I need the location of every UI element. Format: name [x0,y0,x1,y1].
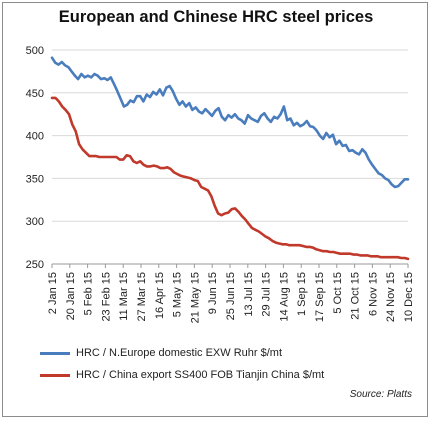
x-tick-label: 6 Nov 15 [367,272,379,316]
y-tick-label: 250 [26,259,44,271]
x-tick-label: 21 Oct 15 [350,272,362,320]
x-tick-label: 2 Jan 15 [47,272,59,314]
x-tick-label: 27 Mar 15 [136,272,148,322]
x-tick-label: 29 Jul 15 [261,272,273,317]
y-tick-label: 350 [26,173,44,185]
series-line-china [50,96,410,261]
x-tick-label: 24 Nov 15 [385,272,397,322]
chart-title: European and Chinese HRC steel prices [58,8,374,26]
y-tick-label: 300 [26,216,44,228]
legend-swatch-china [40,373,70,377]
legend-swatch-europe [40,351,70,355]
x-tick-label: 5 Oct 15 [332,272,344,314]
legend-item-europe: HRC / N.Europe domestic EXW Ruhr $/mt [40,342,324,364]
y-tick-label: 450 [26,88,44,100]
x-tick-label: 9 Jun 15 [207,272,219,314]
x-tick-label: 5 Feb 15 [83,272,95,315]
x-tick-label: 10 Dec 15 [403,272,415,322]
x-tick-label: 11 Mar 15 [118,272,130,321]
x-tick-label: 14 Aug 15 [278,272,290,322]
legend-label-europe: HRC / N.Europe domestic EXW Ruhr $/mt [76,347,283,359]
x-tick-label: 16 Apr 15 [154,272,166,319]
y-tick-label: 500 [26,45,44,57]
legend-label-china: HRC / China export SS400 FOB Tianjin Chi… [76,369,325,381]
y-tick-label: 400 [26,131,44,143]
x-tick-label: 20 Jan 15 [65,272,77,320]
x-tick-label: 1 Sep 15 [296,272,308,316]
legend-item-china: HRC / China export SS400 FOB Tianjin Chi… [40,364,324,386]
chart-legend: HRC / N.Europe domestic EXW Ruhr $/mt HR… [40,342,324,386]
x-tick-label: 13 Jul 15 [243,272,255,317]
chart-source: Source: Platts [349,389,412,400]
x-tick-label: 17 Sep 15 [314,272,326,322]
x-tick-label: 25 Jun 15 [225,272,237,320]
x-tick-label: 21 May 15 [189,272,201,323]
series-line-europe [50,56,410,189]
x-tick-label: 23 Feb 15 [100,272,112,322]
x-tick-label: 5 May 15 [172,272,184,317]
